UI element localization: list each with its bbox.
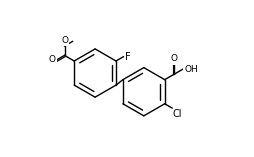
Text: O: O bbox=[171, 54, 178, 63]
Text: OH: OH bbox=[184, 65, 198, 73]
Text: Cl: Cl bbox=[173, 109, 182, 119]
Text: O: O bbox=[49, 55, 55, 64]
Text: F: F bbox=[125, 52, 130, 62]
Text: O: O bbox=[61, 36, 68, 45]
